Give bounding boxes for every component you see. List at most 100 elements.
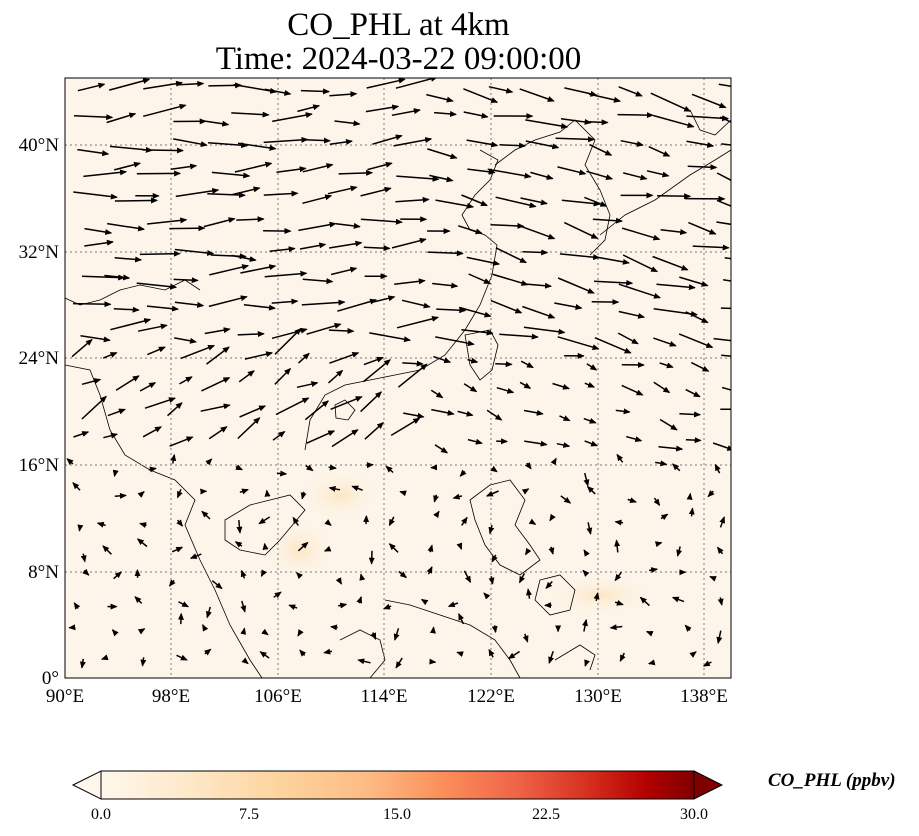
wind-arrow — [490, 222, 525, 229]
wind-arrow — [456, 542, 463, 551]
wind-arrow — [679, 411, 702, 418]
wind-arrow — [237, 331, 265, 338]
wind-arrow — [659, 418, 678, 431]
wind-arrow — [656, 283, 696, 291]
wind-arrow — [617, 112, 654, 119]
wind-arrow — [654, 541, 663, 548]
wind-arrow — [299, 242, 327, 250]
wind-arrow — [487, 168, 532, 179]
wind-arrow — [77, 148, 110, 157]
wind-arrow — [363, 245, 391, 252]
wind-arrow — [107, 222, 145, 232]
wind-arrow — [360, 391, 383, 413]
wind-arrow — [329, 352, 360, 364]
wind-arrow — [142, 147, 184, 154]
wind-arrow — [328, 464, 337, 471]
wind-arrow — [113, 571, 122, 580]
wind-arrow — [525, 119, 569, 129]
colorbar-tick-1: 7.5 — [239, 806, 259, 823]
wind-arrow — [338, 602, 348, 609]
wind-arrow — [73, 114, 114, 121]
wind-arrow — [586, 486, 596, 495]
wind-arrow — [394, 278, 426, 286]
wind-arrow — [584, 196, 608, 207]
wind-arrow — [143, 80, 183, 90]
wind-arrow — [702, 660, 712, 667]
wind-arrow — [657, 193, 692, 200]
wind-arrow — [83, 169, 127, 178]
wind-arrow — [653, 337, 677, 347]
wind-arrow — [393, 137, 433, 147]
wind-arrow — [463, 570, 472, 584]
x-tick-130e: 130°E — [574, 686, 622, 707]
wind-arrow — [523, 409, 544, 416]
wind-arrow — [717, 597, 724, 606]
wind-arrow — [360, 218, 403, 225]
wind-arrow — [519, 88, 555, 102]
wind-arrow — [528, 518, 537, 525]
wind-arrow — [721, 143, 731, 146]
wind-arrow — [466, 256, 501, 266]
wind-arrow — [298, 221, 337, 232]
wind-arrow — [171, 546, 184, 553]
wind-arrow — [111, 629, 119, 637]
wind-arrow — [77, 82, 106, 92]
wind-arrow — [338, 169, 374, 176]
wind-arrow — [112, 469, 119, 478]
wind-arrow — [584, 382, 596, 388]
wind-arrow — [385, 465, 394, 474]
wind-arrow — [583, 549, 590, 557]
wind-arrow — [560, 495, 572, 504]
map-title-line1: CO_PHL at 4km — [287, 7, 510, 43]
wind-arrow — [491, 554, 498, 563]
wind-arrow — [434, 444, 449, 454]
wind-arrow — [306, 323, 342, 335]
colorbar-extend-high — [693, 770, 724, 800]
wind-arrow — [366, 462, 374, 469]
wind-arrow — [104, 274, 131, 281]
wind-arrow — [323, 545, 332, 552]
wind-arrow — [200, 119, 230, 127]
wind-arrow — [391, 108, 421, 117]
wind-arrow — [584, 119, 609, 126]
wind-arrow — [652, 114, 695, 128]
wind-arrow — [545, 580, 553, 590]
wind-arrow — [114, 161, 141, 171]
wind-arrow — [176, 489, 183, 499]
wind-arrow — [331, 429, 359, 448]
wind-arrow — [495, 247, 527, 264]
wind-arrow — [109, 78, 151, 91]
wind-arrow — [660, 228, 688, 235]
wind-arrow — [685, 311, 709, 324]
wind-arrow — [621, 384, 644, 396]
wind-arrow — [653, 497, 661, 507]
wind-arrow — [684, 624, 692, 632]
wind-arrow — [210, 253, 247, 260]
wind-arrow — [113, 306, 140, 313]
wind-arrow — [688, 507, 695, 517]
y-tick-40n: 40°N — [19, 135, 60, 156]
wind-arrow — [588, 93, 621, 103]
wind-arrow — [169, 225, 206, 232]
wind-arrow — [366, 78, 406, 89]
wind-arrow — [486, 409, 503, 421]
wind-arrow — [485, 490, 499, 497]
wind-arrow — [262, 542, 269, 551]
wind-arrow — [554, 302, 583, 310]
wind-arrow — [142, 426, 162, 438]
wind-arrow — [137, 491, 145, 498]
wind-arrow — [461, 329, 494, 336]
wind-arrow — [522, 633, 529, 643]
wind-arrow — [390, 417, 421, 437]
wind-arrow — [208, 426, 228, 440]
wind-arrow — [435, 336, 475, 347]
wind-arrow — [240, 569, 247, 579]
wind-arrow — [391, 237, 427, 249]
wind-arrow — [549, 513, 556, 522]
wind-arrow — [426, 93, 454, 103]
wind-arrow — [297, 352, 310, 364]
wind-arrow — [427, 544, 434, 553]
wind-arrow — [622, 254, 658, 273]
wind-arrow — [618, 86, 643, 97]
wind-arrow — [243, 304, 276, 311]
